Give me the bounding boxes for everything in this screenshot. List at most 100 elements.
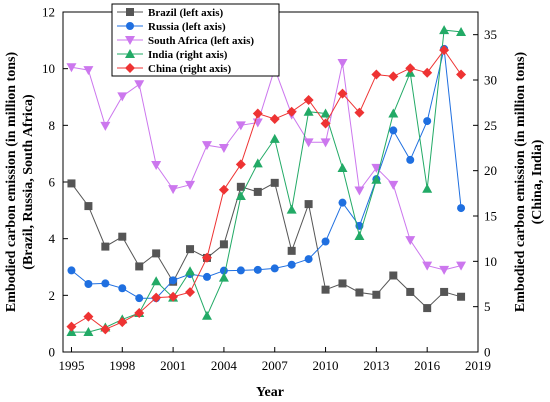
legend-item-russia: Russia (left axis) (117, 21, 226, 33)
ticks: 1995 1998 2001 2004 2007 2010 2013 2016 20190246… (42, 5, 497, 374)
y-left-tick-label: 8 (49, 118, 56, 133)
china-point (286, 106, 297, 117)
russia-point (169, 276, 178, 285)
india-point (337, 162, 348, 172)
y-left-tick-label: 0 (49, 345, 56, 360)
china-point (388, 71, 399, 82)
brazil-point (152, 249, 161, 258)
brazil-point (372, 290, 381, 299)
y-right-axis-title-line1: Embodied carbon emission (in million ton… (513, 52, 528, 313)
india-point (456, 26, 467, 36)
brazil-point (67, 179, 76, 188)
y-left-tick-label: 2 (49, 288, 56, 303)
legend-item-china: China (right axis) (117, 63, 231, 75)
south-africa-point (168, 185, 179, 195)
china-point (151, 292, 162, 303)
india-point (388, 108, 399, 118)
russia-point (135, 294, 144, 303)
brazil-point (253, 187, 262, 196)
brazil-point (423, 304, 432, 313)
china-point (252, 108, 263, 119)
brazil-point (389, 271, 398, 280)
china-point (168, 291, 179, 302)
china-point (66, 321, 77, 332)
series-china (66, 45, 467, 335)
y-right-tick-label: 0 (484, 345, 491, 360)
india-point (252, 158, 263, 168)
series-india (66, 25, 467, 337)
china-point (337, 88, 348, 99)
south-africa-point (117, 92, 128, 102)
x-axis-title: Year (256, 385, 284, 400)
legend-label: Brazil (left axis) (148, 7, 223, 19)
legend-swatch-marker (125, 49, 135, 58)
china-point (354, 107, 365, 118)
india-point (151, 276, 162, 286)
legend-label: South Africa (left axis) (148, 35, 254, 47)
brazil-point (440, 287, 449, 296)
russia-point (101, 279, 110, 288)
china-point (201, 252, 212, 263)
legend-swatch-marker (126, 22, 134, 30)
india-point (83, 327, 94, 337)
russia-point (118, 284, 127, 293)
russia-point (67, 266, 76, 275)
y-right-tick-label: 35 (484, 27, 497, 42)
south-africa-point (303, 138, 314, 148)
south-africa-line (71, 62, 462, 271)
south-africa-point (388, 180, 399, 190)
china-point (456, 69, 467, 80)
y-left-axis-title: Embodied carbon emission (in million ton… (4, 52, 36, 313)
china-point (100, 324, 111, 335)
series-south-africa (66, 59, 467, 275)
south-africa-point (405, 236, 416, 246)
china-point (439, 45, 450, 56)
china-point (320, 118, 331, 129)
south-africa-point (66, 63, 77, 73)
brazil-point (304, 200, 313, 209)
y-left-tick-label: 10 (42, 61, 55, 76)
legend-label: Russia (left axis) (148, 21, 226, 33)
y-right-axis-title-line2: (China, India) (530, 139, 545, 224)
brazil-point (338, 279, 347, 288)
south-africa-point (456, 261, 467, 271)
south-africa-point (371, 163, 382, 173)
south-africa-point (100, 121, 111, 131)
china-point (117, 317, 128, 328)
x-tick-label: 2019 (465, 358, 491, 373)
y-right-tick-label: 20 (484, 163, 497, 178)
south-africa-point (218, 144, 229, 153)
russia-point (406, 155, 415, 164)
brazil-line (71, 182, 462, 309)
legend-item-south-africa: South Africa (left axis) (117, 35, 254, 47)
y-left-tick-label: 4 (49, 231, 56, 246)
russia-point (287, 260, 296, 269)
south-africa-point (151, 161, 162, 170)
india-point (354, 230, 365, 240)
south-africa-point (185, 180, 196, 190)
legend-swatch-marker (125, 36, 135, 45)
china-point (134, 308, 145, 319)
india-point (185, 266, 196, 276)
y-right-tick-label: 10 (484, 254, 497, 269)
south-africa-point (422, 261, 433, 271)
russia-point (321, 237, 330, 246)
russia-line (71, 48, 462, 299)
india-point (422, 183, 433, 193)
south-africa-point (337, 59, 348, 68)
russia-point (236, 266, 245, 275)
china-point (371, 69, 382, 80)
south-africa-point (439, 265, 450, 275)
india-point (235, 191, 246, 201)
india-point (320, 108, 331, 118)
series-brazil (67, 178, 466, 313)
x-tick-label: 1995 (58, 358, 84, 373)
y-left-axis-title-line2: (Brazil, Russia, South Africa) (21, 94, 36, 270)
russia-point (202, 272, 211, 281)
russia-point (84, 280, 93, 288)
x-tick-label: 2007 (262, 358, 289, 373)
india-point (218, 272, 229, 282)
y-right-tick-label: 5 (484, 299, 491, 314)
china-point (269, 113, 280, 124)
